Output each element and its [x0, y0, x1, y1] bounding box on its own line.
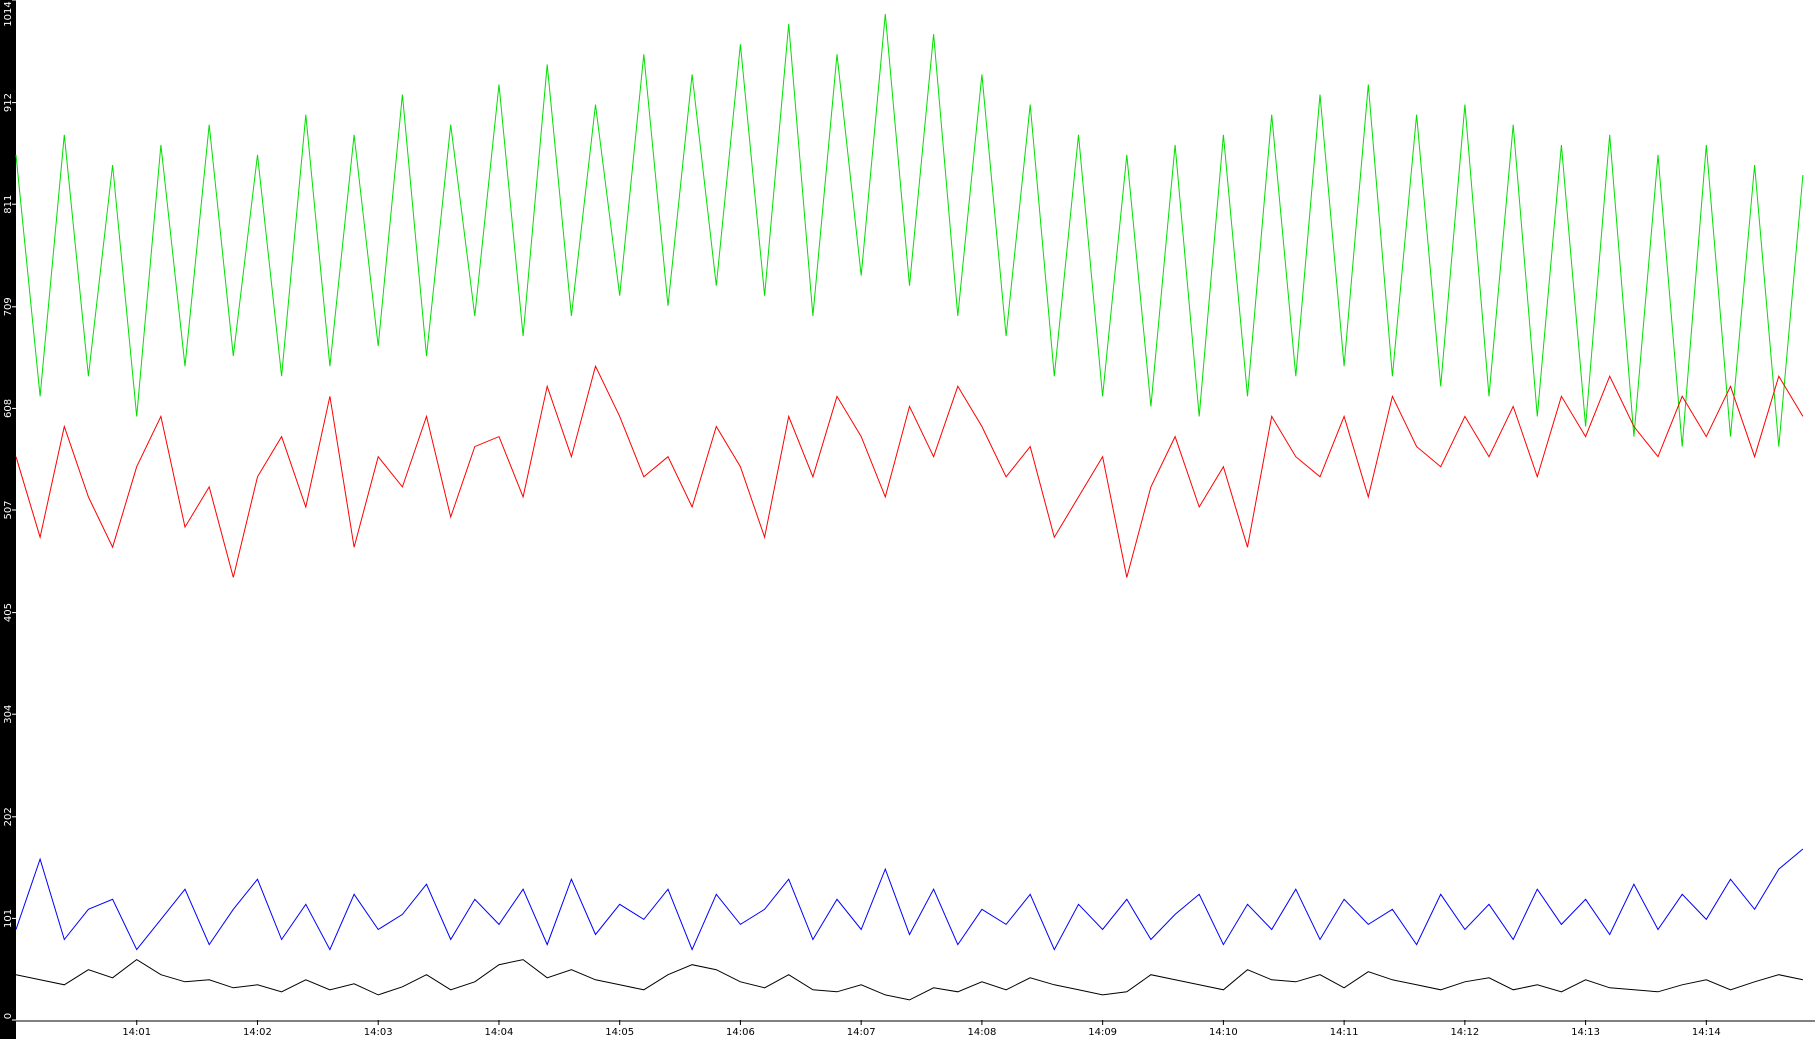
y-tick-label: 912 [3, 93, 14, 112]
x-tick-label: 14:11 [1330, 1027, 1359, 1038]
y-tick-label: 1014 [3, 1, 14, 26]
x-tick-label: 14:02 [243, 1027, 272, 1038]
series-line [15, 958, 1804, 1001]
y-tick-label: 304 [3, 705, 14, 724]
x-tick-label: 14:08 [967, 1027, 996, 1038]
series-line [15, 848, 1804, 951]
x-tick-label: 14:04 [485, 1027, 514, 1038]
x-tick-label: 14:14 [1692, 1027, 1721, 1038]
x-tick-label: 14:01 [122, 1027, 151, 1038]
y-tick-label: 101 [3, 909, 14, 928]
y-tick-label: 405 [3, 603, 14, 622]
x-tick-label: 14:07 [847, 1027, 876, 1038]
x-tick-label: 14:10 [1209, 1027, 1238, 1038]
x-tick-label: 14:03 [364, 1027, 393, 1038]
x-tick-label: 14:09 [1088, 1027, 1117, 1038]
x-tick-label: 14:05 [605, 1027, 634, 1038]
x-tick-label: 14:06 [726, 1027, 755, 1038]
x-tick-label: 14:12 [1450, 1027, 1479, 1038]
y-tick-label: 709 [3, 297, 14, 316]
series-line [15, 364, 1804, 578]
y-tick-label: 507 [3, 500, 14, 519]
y-tick-label: 811 [3, 195, 14, 214]
y-tick-label: 202 [3, 807, 14, 826]
y-tick-label: 608 [3, 399, 14, 418]
x-tick-label: 14:13 [1571, 1027, 1600, 1038]
y-axis-strip [0, 0, 16, 1039]
y-tick-label: 0 [3, 1013, 14, 1019]
series-line [15, 14, 1804, 447]
